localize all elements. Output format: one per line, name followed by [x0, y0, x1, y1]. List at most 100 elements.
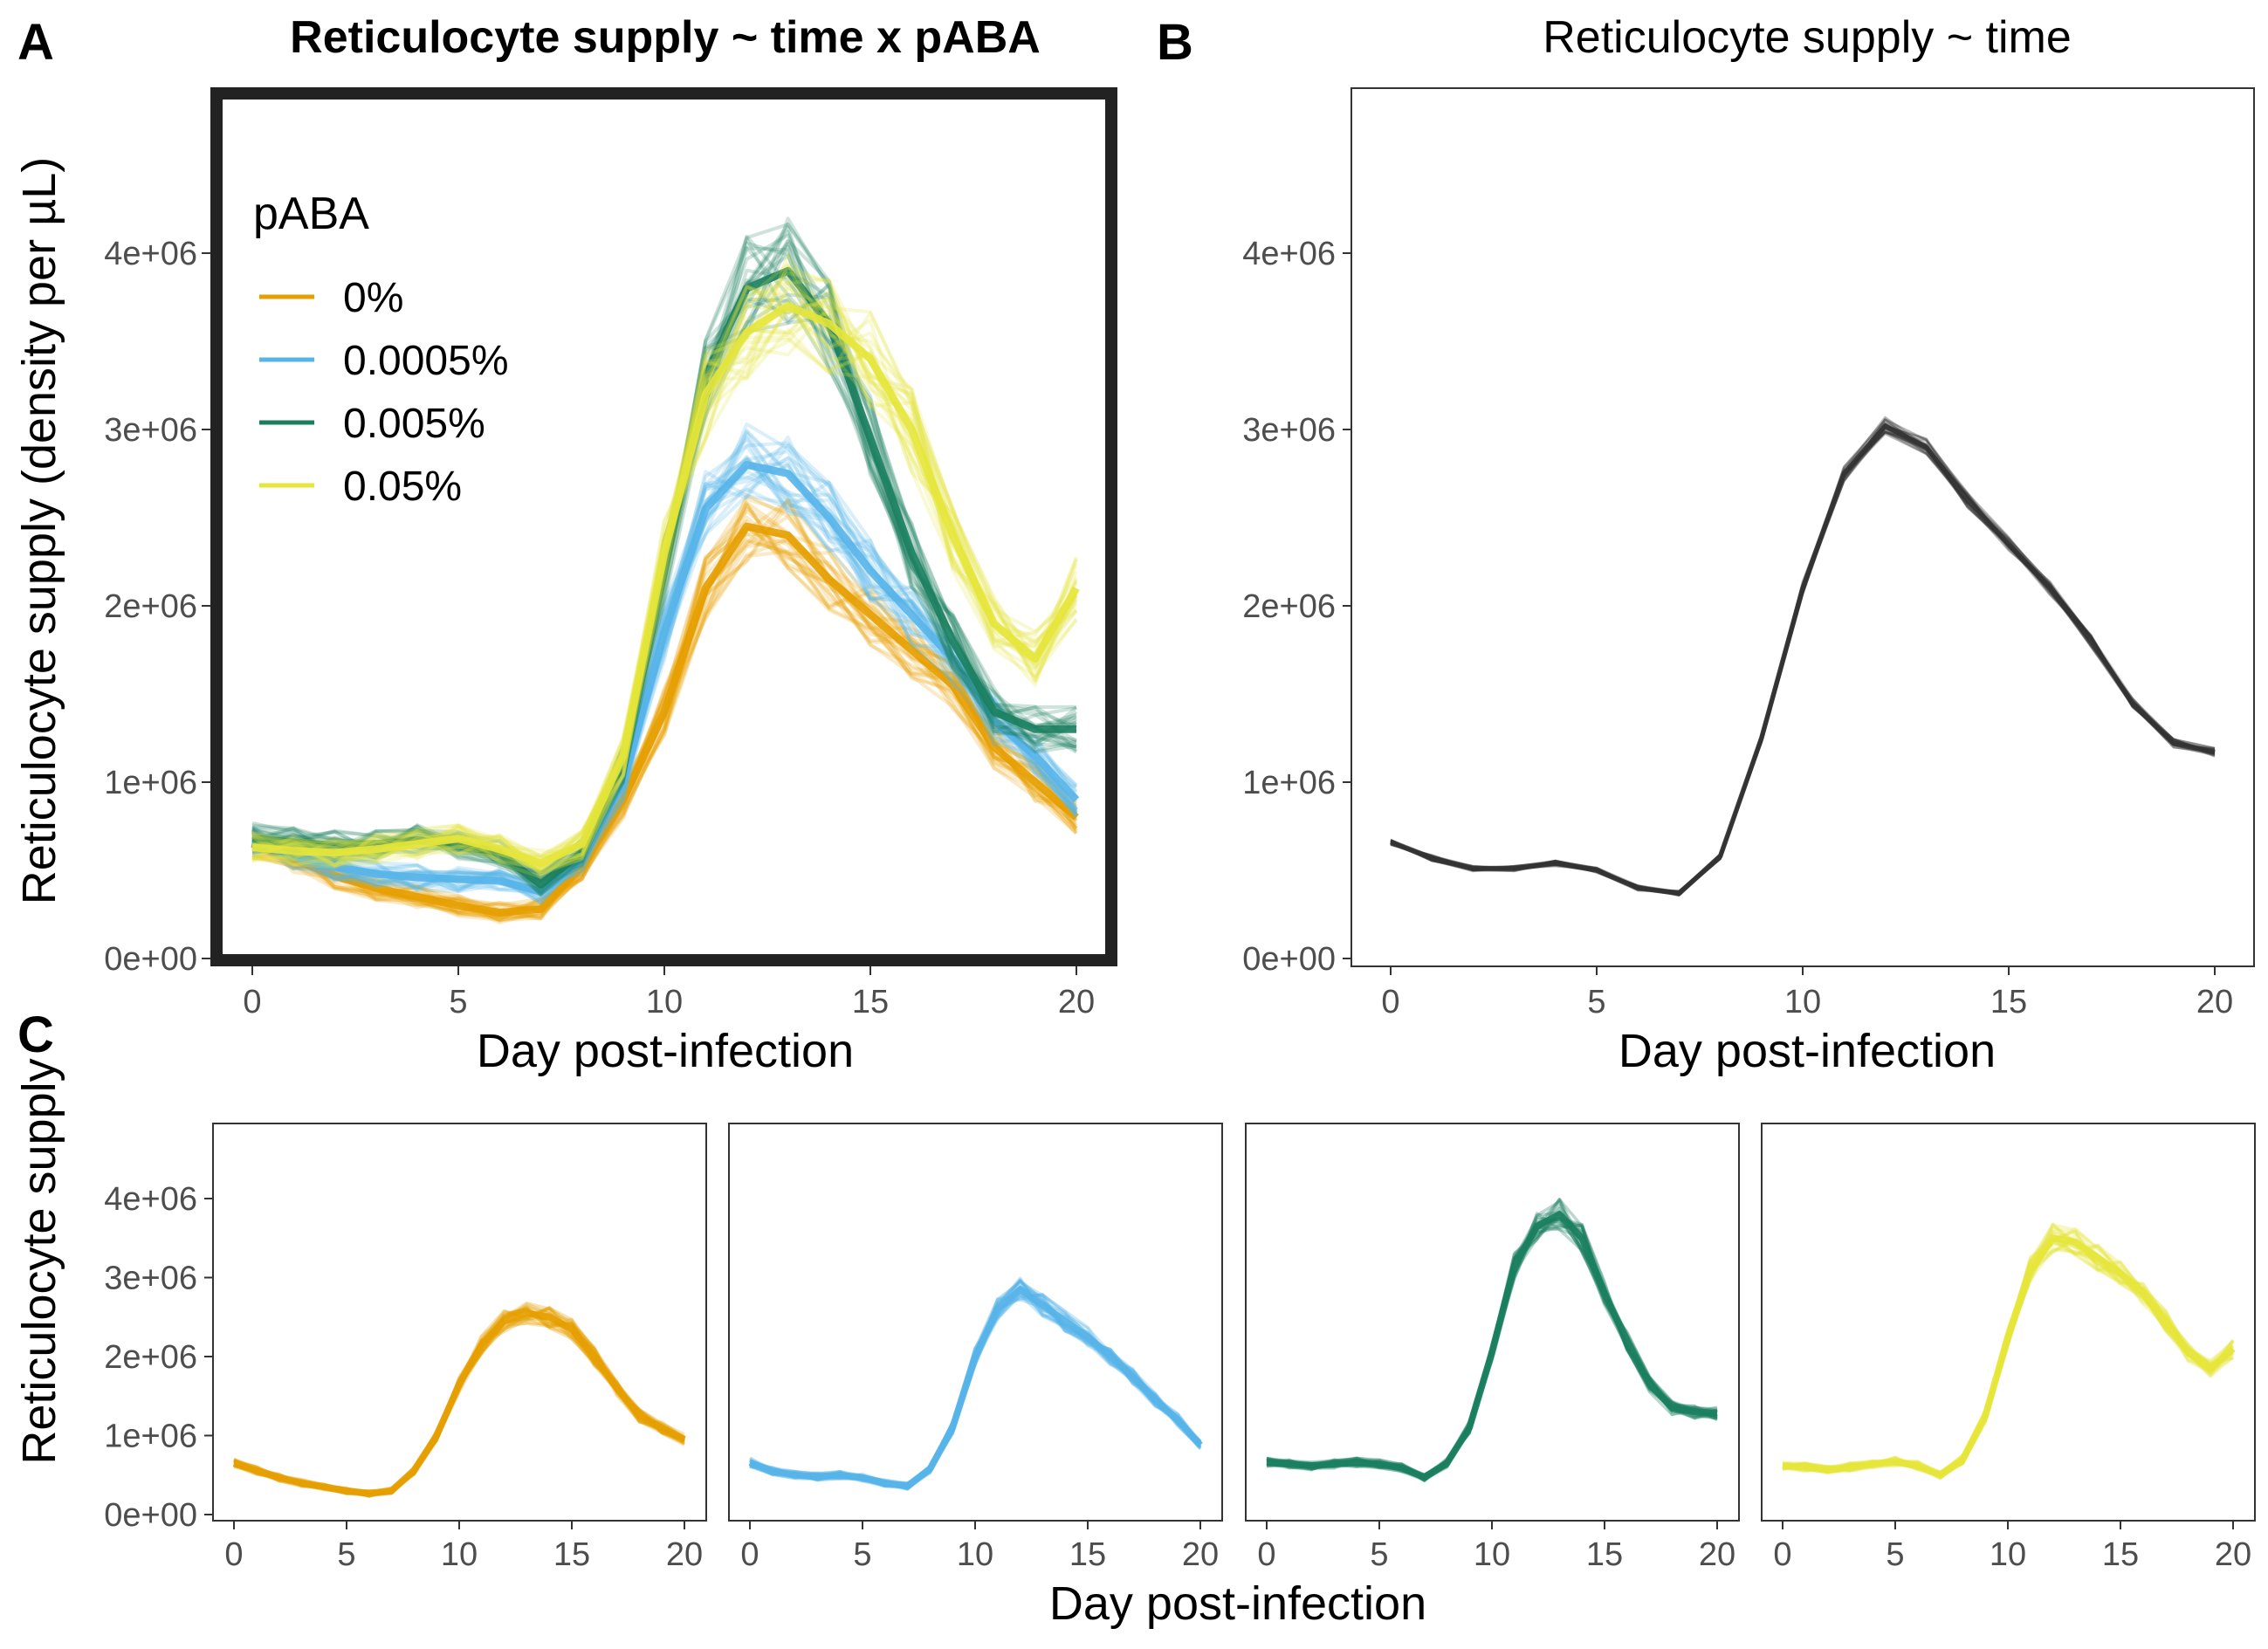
- panel-c2-xtick-label-20: 20: [1182, 1536, 1219, 1573]
- panel-b-line-mean: [1390, 423, 2216, 897]
- panel-c4-xtick-label-20: 20: [2215, 1536, 2251, 1573]
- panel-c4-line-2: [1782, 1241, 2235, 1475]
- panel-c4-line-18: [1782, 1229, 2235, 1476]
- panel-b-xtick-label-15: 15: [1990, 984, 2027, 1020]
- panel-b-line-14: [1390, 426, 2216, 896]
- panel-b-xtick-label-10: 10: [1784, 984, 1821, 1020]
- panel-b-ytick-label-0: 0e+00: [1242, 941, 1336, 978]
- panel-b-line-0: [1390, 418, 2216, 896]
- panel-b-line-4: [1390, 429, 2216, 894]
- panel-a-0-line-16: [251, 549, 1078, 915]
- legend-title: pABA: [253, 189, 369, 239]
- panel-a-title: Reticulocyte supply ~ time x pABA: [290, 12, 1041, 63]
- panel-c1-line-16: [233, 1307, 685, 1498]
- panel-c1-line-21: [233, 1309, 685, 1494]
- y-axis-title-c: Reticulocyte supply: [13, 1058, 65, 1464]
- panel-c2-line-11: [749, 1293, 1202, 1491]
- panel-b-line-8: [1390, 423, 2216, 894]
- panel-c4-frame: [1761, 1123, 2256, 1522]
- panel-b-line-1: [1390, 418, 2216, 897]
- panel-c1-line-14: [233, 1312, 686, 1497]
- panel-c2-line-20: [749, 1292, 1202, 1490]
- panel-letter-b: B: [1157, 14, 1193, 71]
- panel-c2-line-14: [749, 1286, 1202, 1491]
- panel-c2-line-mean: [748, 1286, 1203, 1490]
- panel-c3-xtick-label-10: 10: [1474, 1536, 1510, 1573]
- panel-c1-line-17: [233, 1306, 685, 1497]
- panel-c4-xtick-label-0: 0: [1773, 1536, 1791, 1573]
- panel-c1-line-10: [233, 1307, 685, 1495]
- panel-a-3-line-mean: [251, 302, 1080, 868]
- panel-b-line-5: [1390, 416, 2216, 896]
- panel-c1-frame: [212, 1123, 707, 1522]
- legend-label-0005pct: 0.005%: [343, 401, 485, 447]
- panel-c3-xtick-label-0: 0: [1257, 1536, 1275, 1573]
- panel-a-ytick-label-1: 1e+06: [104, 765, 197, 801]
- panel-c4-line-4: [1782, 1234, 2234, 1474]
- panel-a-3-line-17: [251, 278, 1078, 876]
- panel-c4-line-mean: [1782, 1234, 2236, 1479]
- panel-b-line-18: [1390, 424, 2216, 895]
- panel-c4-line-9: [1783, 1229, 2234, 1478]
- panel-c3-line-mean: [1266, 1211, 1718, 1481]
- panel-b-line-3: [1390, 431, 2216, 893]
- panel-a-1-line-mean: [251, 461, 1080, 896]
- panel-b-line-9: [1390, 422, 2216, 892]
- x-axis-title-c: Day post-infection: [1049, 1577, 1426, 1630]
- panel-c2-line-17: [749, 1285, 1202, 1488]
- legend-label-0pct: 0%: [343, 275, 403, 321]
- panel-c1-ytick-label-3: 3e+06: [104, 1261, 197, 1297]
- panel-c4-line-11: [1782, 1233, 2234, 1481]
- panel-a-xtick-label-10: 10: [646, 984, 683, 1020]
- panel-b-xtick-label-5: 5: [1587, 984, 1605, 1020]
- panel-c4-line-15: [1782, 1248, 2235, 1480]
- panel-c1-line-18: [233, 1309, 685, 1494]
- panel-b-line-6: [1390, 430, 2216, 893]
- panel-c2-xtick-label-5: 5: [853, 1536, 871, 1573]
- panel-a-series: [251, 216, 1080, 924]
- panel-b-xtick-label-0: 0: [1381, 984, 1399, 1020]
- panel-a-ytick-label-0: 0e+00: [104, 941, 197, 978]
- panel-c4-line-20: [1782, 1237, 2235, 1477]
- panel-c4-xtick-label-10: 10: [1990, 1536, 2026, 1573]
- panel-c2-line-18: [749, 1290, 1202, 1491]
- panel-c1-line-23: [233, 1305, 685, 1497]
- panel-c-series: [232, 1197, 2236, 1498]
- panel-c1-xtick-label-20: 20: [666, 1536, 703, 1573]
- panel-c1-ytick-label-4: 4e+06: [104, 1181, 197, 1218]
- panel-c1-line-15: [233, 1308, 685, 1496]
- axis-ticks: 0 5 10 15 20 0e+00 1e+06 2e+06 3e+06 4e+06 0 5 10 15 2…: [104, 236, 2251, 1573]
- panel-a-xtick-label-15: 15: [852, 984, 889, 1020]
- panel-c1-line-4: [233, 1322, 685, 1498]
- x-axis-title-b: Day post-infection: [1619, 1025, 1996, 1077]
- panel-a-3-line-21: [251, 299, 1078, 868]
- panel-c4-line-5: [1782, 1232, 2234, 1475]
- panel-c1-line-19: [233, 1321, 685, 1497]
- panel-b-line-11: [1390, 431, 2216, 893]
- panel-a-xtick-label-5: 5: [449, 984, 467, 1020]
- panel-b-line-13: [1390, 424, 2216, 894]
- panel-a-0-line-23: [251, 514, 1078, 922]
- panel-c1-line-13: [233, 1305, 685, 1496]
- panel-c1-xtick-label-0: 0: [224, 1536, 243, 1573]
- panel-b-line-19: [1390, 430, 2216, 895]
- panel-c2-line-16: [749, 1284, 1202, 1488]
- panel-c4-line-21: [1782, 1233, 2234, 1474]
- panel-a-xtick-label-20: 20: [1058, 984, 1095, 1020]
- panel-c1-line-22: [233, 1304, 685, 1495]
- panel-c2-line-15: [749, 1285, 1202, 1485]
- panel-a-xtick-label-0: 0: [243, 984, 261, 1020]
- panel-c1-xtick-label-5: 5: [337, 1536, 355, 1573]
- panel-b-ytick-label-2: 2e+06: [1242, 588, 1336, 625]
- panel-b-ytick-label-4: 4e+06: [1242, 236, 1336, 272]
- panel-b-frame: [1350, 87, 2255, 967]
- panel-c1-xtick-label-10: 10: [441, 1536, 478, 1573]
- panel-c2-line-10: [749, 1297, 1202, 1488]
- panel-a-ytick-label-2: 2e+06: [104, 588, 197, 625]
- panel-b-line-17: [1390, 430, 2216, 897]
- panel-a-0-line-22: [251, 515, 1078, 914]
- panel-a-ytick-label-3: 3e+06: [104, 412, 197, 449]
- panel-a-1-line-24: [251, 431, 1077, 892]
- panel-c2-line-22: [749, 1296, 1202, 1490]
- panel-c3-line-1: [1266, 1198, 1718, 1478]
